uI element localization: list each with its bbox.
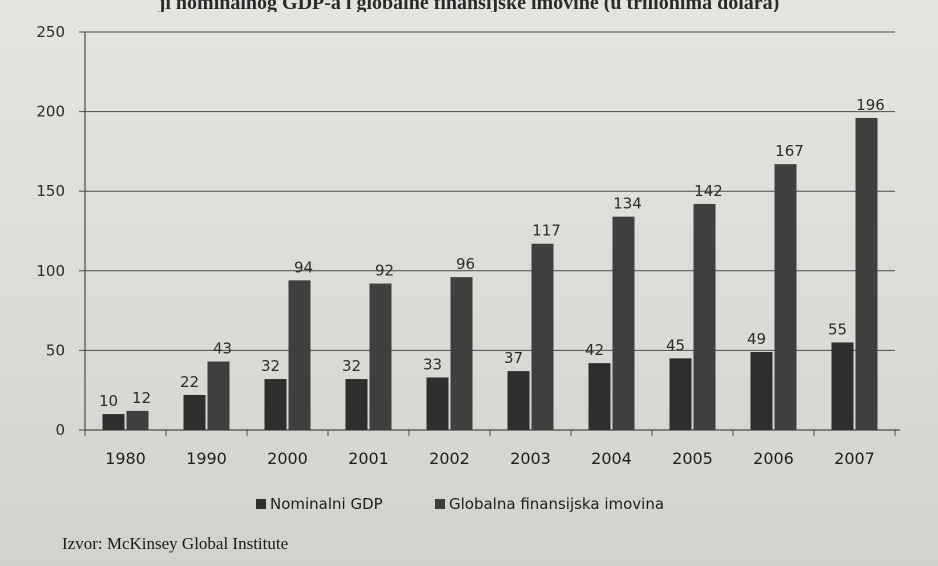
y-tick-label-150: 150 [36,182,65,200]
bar-assets-2004 [612,216,635,430]
y-tick-label-100: 100 [36,262,65,280]
x-tick-label-2007: 2007 [834,449,875,468]
bar-assets-2000 [288,280,311,430]
bar-assets-2002 [450,277,473,430]
data-label-gdp-2004: 42 [585,341,604,359]
bars [102,117,878,431]
y-tick-label-200: 200 [36,103,65,121]
bar-gdp-2006 [750,351,773,430]
bar-gdp-2002 [426,377,449,430]
data-label-gdp-1990: 22 [180,373,199,391]
x-tick-label-2001: 2001 [348,449,389,468]
data-label-assets-2002: 96 [456,255,475,273]
x-tick-label-2004: 2004 [591,449,632,468]
bar-assets-1980 [126,410,149,430]
bar-assets-1990 [207,361,230,430]
data-label-gdp-1980: 10 [99,392,118,410]
bar-gdp-2007 [831,342,854,430]
data-labels: 10 12 22 43 32 94 32 92 33 96 37 117 42 134 45 142 49 167… [99,96,885,410]
chart-title-fragment: ji nominalnog GDP-a i globalne finansijs… [158,0,780,12]
source-note: Izvor: McKinsey Global Institute [62,534,289,553]
bar-assets-2001 [369,283,392,430]
data-label-gdp-2002: 33 [423,355,442,373]
y-tick-label-50: 50 [46,341,65,359]
x-tick-label-1980: 1980 [105,449,146,468]
data-label-gdp-2005: 45 [666,336,685,354]
axes: 0 50 100 150 200 250 1980 1990 2000 2001 2002 2003 2… [36,23,900,468]
data-label-assets-1990: 43 [213,340,232,358]
data-label-assets-2005: 142 [694,182,723,200]
bar-gdp-2004 [588,363,611,430]
data-label-gdp-2001: 32 [342,357,361,375]
y-tick-label-250: 250 [36,23,65,41]
x-tick-label-2005: 2005 [672,449,713,468]
data-label-assets-1980: 12 [132,389,151,407]
bar-assets-2003 [531,243,554,430]
bar-assets-2006 [774,164,797,431]
x-tick-label-1990: 1990 [186,449,227,468]
bar-gdp-1990 [183,394,206,430]
data-label-gdp-2000: 32 [261,357,280,375]
data-label-gdp-2006: 49 [747,330,766,348]
bar-gdp-2000 [264,379,287,430]
data-label-assets-2007: 196 [856,96,885,114]
data-label-assets-2001: 92 [375,262,394,280]
legend-swatch-gdp [256,499,266,509]
data-label-assets-2006: 167 [775,142,804,160]
legend: Nominalni GDP Globalna finansijska imovin… [256,495,664,513]
bar-assets-2007 [855,117,878,430]
bar-gdp-2005 [669,358,692,430]
x-tick-label-2006: 2006 [753,449,794,468]
y-tick-label-0: 0 [55,421,65,439]
legend-label-gdp: Nominalni GDP [270,495,383,513]
x-tick-label-2003: 2003 [510,449,551,468]
bar-gdp-2003 [507,371,530,430]
x-tick-label-2002: 2002 [429,449,470,468]
bar-assets-2005 [693,203,716,430]
data-label-gdp-2003: 37 [504,349,523,367]
data-label-assets-2000: 94 [294,258,313,276]
legend-label-assets: Globalna finansijska imovina [449,495,664,513]
bar-gdp-2001 [345,379,368,430]
legend-swatch-assets [435,499,445,509]
bar-gdp-1980 [102,414,125,430]
x-tick-label-2000: 2000 [267,449,308,468]
data-label-gdp-2007: 55 [828,320,847,338]
data-label-assets-2004: 134 [613,195,642,213]
data-label-assets-2003: 117 [532,222,561,240]
grid-lines [85,31,895,351]
